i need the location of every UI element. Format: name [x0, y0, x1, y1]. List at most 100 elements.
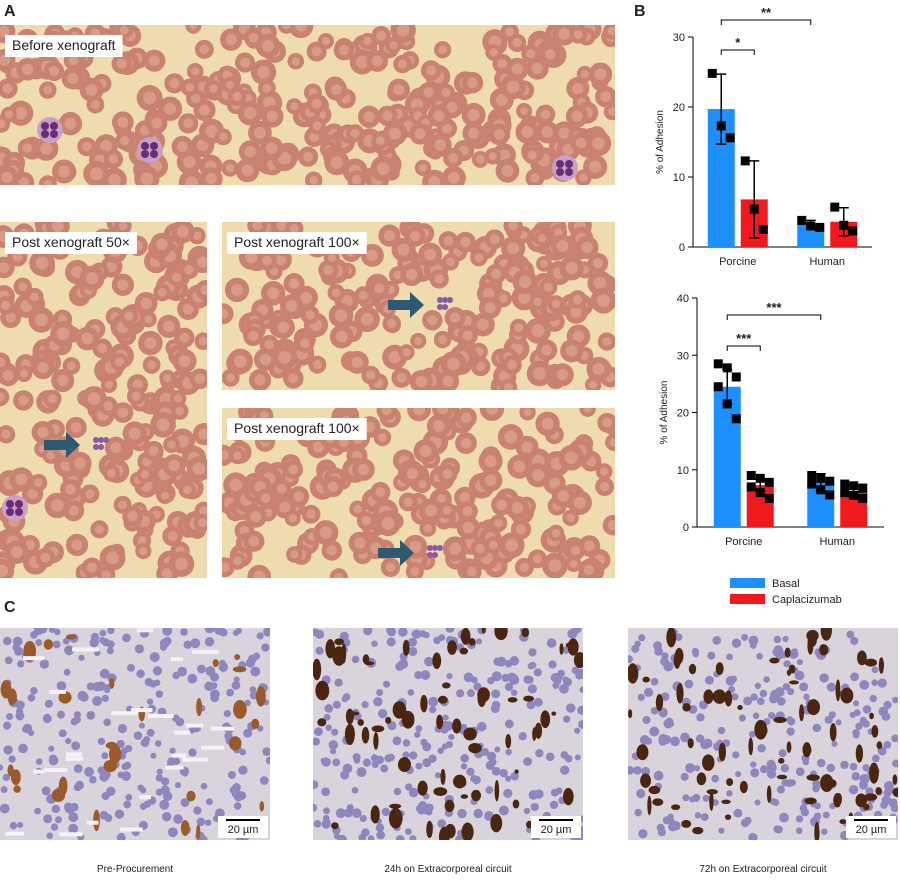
nucleus	[392, 736, 402, 746]
nucleus	[214, 808, 225, 819]
stain	[563, 787, 574, 806]
nucleus	[663, 661, 674, 672]
nucleus	[503, 788, 513, 798]
red-cell-center	[572, 294, 583, 305]
stain	[388, 807, 403, 829]
micrograph	[222, 222, 615, 390]
nucleus	[15, 711, 25, 721]
error-bar	[749, 160, 760, 239]
y-axis-title: % of Adhesion	[659, 381, 670, 445]
sinusoid	[139, 795, 151, 800]
nucleus	[146, 698, 154, 705]
nucleus	[0, 786, 8, 793]
red-cell-center	[177, 225, 189, 238]
red-cell-center	[184, 264, 194, 275]
red-cell-center	[350, 128, 360, 138]
red-cell-center	[424, 248, 437, 261]
data-point	[840, 488, 850, 498]
red-cell-center	[356, 55, 369, 69]
scale-box	[531, 816, 581, 838]
nucleus	[717, 726, 726, 735]
stain	[540, 710, 551, 729]
red-cell-center	[467, 108, 480, 121]
nucleus	[204, 819, 212, 826]
data-point	[755, 488, 765, 498]
nucleus	[234, 792, 243, 802]
platelet	[447, 297, 453, 303]
red-cell-center	[599, 481, 610, 492]
nucleus	[117, 723, 128, 734]
nucleus	[6, 508, 14, 516]
nucleus	[99, 772, 109, 782]
stain	[420, 694, 428, 713]
nucleus	[250, 666, 261, 677]
nucleus	[328, 740, 339, 750]
data-point	[713, 382, 723, 392]
nucleus	[162, 811, 172, 822]
red-cell-center	[551, 299, 561, 309]
sinusoid	[130, 708, 153, 713]
red-cell-center	[104, 380, 114, 389]
nucleus	[86, 710, 96, 720]
red-cell-center	[418, 163, 428, 172]
leukocyte	[137, 137, 163, 163]
scale-label: 20 µm	[856, 824, 887, 836]
nucleus	[149, 680, 157, 688]
red-cell-center	[393, 84, 405, 96]
nucleus	[404, 783, 413, 791]
red-cell-center	[541, 344, 552, 356]
stain	[892, 787, 898, 798]
red-cell-center	[327, 481, 339, 492]
stain	[766, 785, 772, 803]
red-cell-center	[171, 272, 182, 282]
red-cell-center	[584, 540, 595, 552]
caption-box	[5, 232, 137, 254]
nucleus	[776, 785, 785, 794]
red-cell-center	[462, 521, 474, 534]
red-cell-center	[564, 451, 578, 465]
stain	[857, 650, 867, 666]
nucleus	[62, 637, 70, 645]
data-point	[764, 477, 774, 487]
nucleus	[463, 672, 474, 683]
red-cell-center	[37, 361, 49, 374]
stain	[444, 823, 456, 839]
red-cell-center	[375, 487, 386, 498]
leukocyte	[552, 155, 578, 181]
nucleus	[523, 757, 532, 766]
caption: 24h on Extracorporeal circuit	[384, 864, 512, 875]
sinusoid	[182, 757, 208, 762]
red-cell-center	[233, 355, 247, 368]
nucleus	[188, 748, 197, 757]
red-cell-center	[312, 121, 322, 130]
nucleus	[335, 808, 346, 819]
stain	[256, 686, 266, 707]
stain	[721, 799, 731, 804]
nucleus	[660, 692, 670, 702]
nucleus	[656, 823, 665, 832]
red-cell-center	[189, 25, 198, 30]
red-cell-center	[413, 408, 426, 416]
red-cell-center	[198, 336, 207, 346]
red-cell-center	[244, 146, 256, 158]
red-cell-center	[330, 84, 342, 96]
data-point	[746, 470, 756, 480]
stain	[259, 801, 265, 812]
leukocyte	[37, 117, 63, 143]
red-cell-center	[148, 445, 159, 456]
sinusoid	[192, 649, 219, 654]
sinusoid	[44, 768, 68, 773]
red-cell-center	[253, 126, 266, 139]
red-cell-center	[353, 504, 362, 514]
nucleus	[2, 773, 11, 782]
red-cell-center	[493, 128, 505, 140]
nucleus	[353, 757, 361, 764]
red-cell-center	[525, 49, 536, 59]
nucleus	[167, 827, 178, 838]
red-cell-center	[278, 351, 291, 364]
nucleus	[367, 835, 375, 840]
red-cell-center	[259, 353, 272, 366]
nucleus	[162, 791, 173, 802]
red-cell-center	[106, 261, 117, 273]
